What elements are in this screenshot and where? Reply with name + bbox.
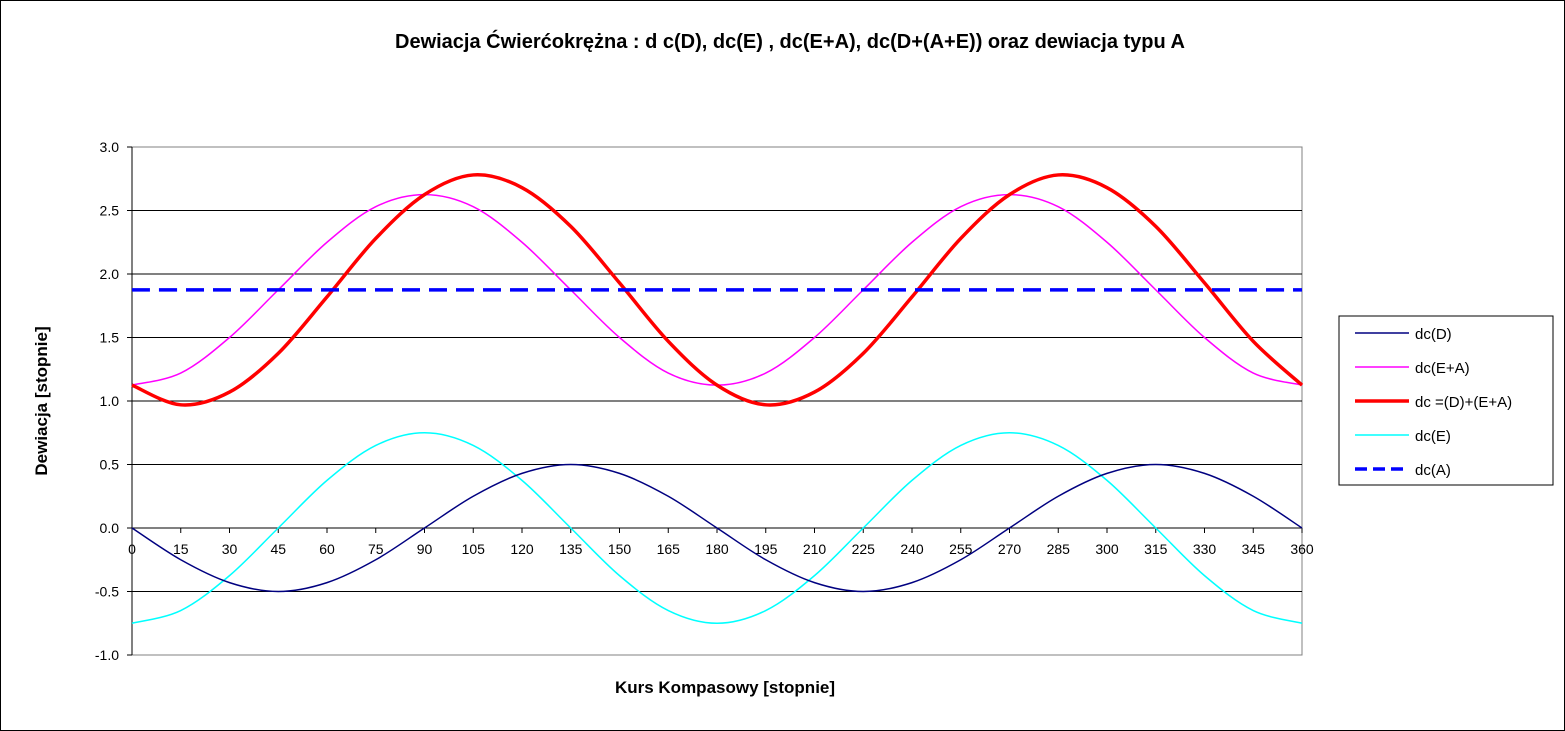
x-tick-label-6: 90 [417, 541, 433, 557]
y-tick-label-8: 3.0 [100, 139, 120, 155]
y-axis-title: Dewiacja [stopnie] [32, 326, 51, 475]
x-tick-label-3: 45 [270, 541, 286, 557]
y-tick-label-5: 1.5 [100, 330, 120, 346]
legend-label-0: dc(D) [1415, 326, 1452, 343]
x-tick-label-5: 75 [368, 541, 384, 557]
x-tick-label-16: 240 [900, 541, 924, 557]
x-tick-label-9: 135 [559, 541, 583, 557]
chart-title: Dewiacja Ćwierćokrężna : d c(D), dc(E) ,… [395, 29, 1185, 53]
y-tick-label-4: 1.0 [100, 393, 120, 409]
x-tick-label-7: 105 [462, 541, 486, 557]
y-tick-label-1: -0.5 [95, 584, 119, 600]
y-tick-label-7: 2.5 [100, 203, 120, 219]
x-tick-label-8: 120 [510, 541, 534, 557]
x-tick-label-23: 345 [1242, 541, 1266, 557]
x-axis-ticks: 0 15 30 45 60 75 90 105 120 135 150 165 180 195 210 225… [128, 147, 1314, 655]
x-tick-label-21: 315 [1144, 541, 1168, 557]
x-tick-label-22: 330 [1193, 541, 1217, 557]
y-tick-label-6: 2.0 [100, 266, 120, 282]
series-group [131, 173, 1304, 624]
series-line-dc-e [131, 432, 1303, 624]
x-tick-label-4: 60 [319, 541, 335, 557]
legend: dc(D) dc(E+A) dc =(D)+(E+A) dc(E) dc(A) [1338, 315, 1554, 486]
x-tick-label-0: 0 [128, 541, 136, 557]
x-tick-label-11: 165 [657, 541, 681, 557]
y-tick-label-0: -1.0 [95, 647, 119, 663]
y-tick-label-2: 0.0 [100, 520, 120, 536]
legend-label-4: dc(A) [1415, 462, 1451, 479]
y-tick-label-3: 0.5 [100, 457, 120, 473]
legend-label-3: dc(E) [1415, 428, 1451, 445]
x-tick-label-17: 255 [949, 541, 973, 557]
x-tick-label-18: 270 [998, 541, 1022, 557]
legend-label-2: dc =(D)+(E+A) [1415, 394, 1512, 411]
x-tick-label-13: 195 [754, 541, 778, 557]
series-line-dc-d [131, 463, 1303, 593]
x-tick-label-15: 225 [852, 541, 876, 557]
series-line-dc-d-e-a [131, 173, 1304, 407]
x-tick-label-1: 15 [173, 541, 189, 557]
x-tick-label-10: 150 [608, 541, 632, 557]
x-tick-label-20: 300 [1095, 541, 1119, 557]
x-tick-label-14: 210 [803, 541, 827, 557]
y-axis-ticks: -1.0 -0.5 0.0 0.5 1.0 1.5 2.0 2.5 3.0 [95, 139, 132, 663]
legend-label-1: dc(E+A) [1415, 360, 1470, 377]
x-axis-title: Kurs Kompasowy [stopnie] [615, 678, 835, 697]
x-tick-label-19: 285 [1047, 541, 1071, 557]
x-tick-label-24: 360 [1290, 541, 1314, 557]
x-tick-label-12: 180 [705, 541, 729, 557]
x-tick-label-2: 30 [222, 541, 238, 557]
